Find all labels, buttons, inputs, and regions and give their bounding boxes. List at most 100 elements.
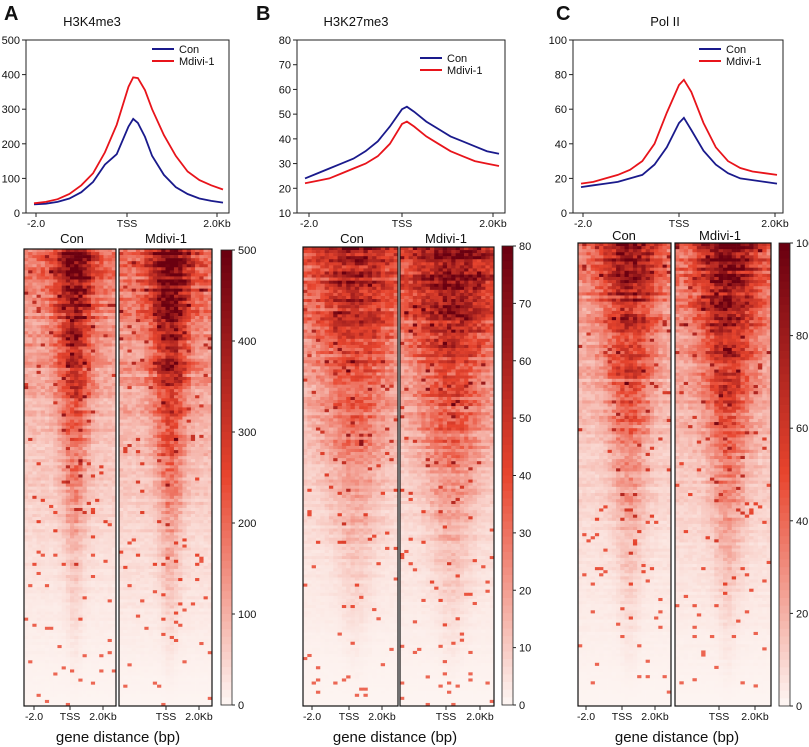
heat-cell: [32, 669, 37, 673]
heat-cell: [207, 413, 213, 417]
heat-cell: [28, 437, 33, 442]
heat-cell: [78, 553, 83, 558]
heat-cell: [207, 258, 213, 262]
heat-cell: [40, 264, 46, 268]
heat-cell: [36, 681, 42, 685]
heat-cell: [99, 642, 104, 646]
heat-cell: [82, 590, 88, 594]
heat-cell: [152, 373, 158, 378]
heat-cell: [111, 663, 117, 667]
heat-cell: [65, 465, 71, 469]
heat-cell: [36, 675, 42, 679]
heat-cell: [44, 267, 50, 271]
heat-cell: [186, 249, 192, 253]
heat-cell: [36, 395, 42, 399]
heat-cell: [148, 416, 154, 420]
heat-cell: [57, 419, 62, 423]
heat-cell: [127, 401, 132, 405]
heat-cell: [44, 355, 50, 359]
heat-cell: [74, 699, 79, 704]
heat-cell: [90, 571, 96, 576]
heat-cell: [70, 252, 75, 256]
heat-cell: [199, 285, 204, 289]
heat-cell: [144, 428, 149, 433]
heat-cell: [86, 514, 92, 518]
heat-cell: [190, 346, 196, 350]
heat-cell: [173, 434, 179, 439]
heat-cell: [28, 596, 33, 600]
heat-cell: [103, 501, 108, 506]
heat-cell: [36, 486, 42, 490]
heat-cell: [57, 511, 62, 515]
heat-cell: [199, 306, 204, 311]
heat-cell: [44, 547, 50, 551]
heat-cell: [131, 383, 137, 387]
heat-cell: [111, 587, 117, 591]
heat-cell: [161, 331, 166, 335]
heat-cell: [95, 669, 100, 673]
heat-cell: [173, 270, 179, 274]
heat-cell: [103, 590, 108, 594]
heat-cell: [28, 343, 33, 347]
heat-cell: [86, 282, 92, 286]
heat-cell: [28, 349, 33, 353]
heat-cell: [90, 468, 96, 472]
heat-cell: [74, 523, 79, 527]
heat-cell: [24, 684, 29, 689]
heat-cell: [182, 474, 187, 478]
heat-cell: [86, 635, 92, 640]
heat-cell: [49, 395, 54, 399]
heat-cell: [40, 672, 46, 676]
heat-cell: [119, 316, 124, 320]
heat-cell: [123, 316, 128, 320]
heat-cell: [99, 511, 104, 515]
heat-cell: [90, 428, 96, 433]
heat-cell: [103, 635, 108, 640]
heat-cell: [86, 328, 92, 332]
heat-cell: [70, 425, 75, 430]
heat-cell: [111, 273, 117, 277]
heat-cell: [140, 437, 145, 442]
heat-cell: [40, 574, 46, 579]
heat-cell: [82, 334, 88, 338]
heat-cell: [165, 370, 171, 375]
heat-cell: [152, 450, 158, 454]
heat-cell: [165, 309, 171, 314]
heat-cell: [65, 316, 71, 320]
heat-cell: [195, 389, 200, 393]
heat-cell: [78, 605, 83, 609]
heat-cell: [61, 386, 67, 390]
heat-cell: [182, 401, 187, 405]
heat-cell: [182, 255, 187, 259]
heat-cell: [61, 255, 67, 259]
heat-cell: [24, 645, 29, 649]
heat-cell: [74, 267, 79, 271]
heat-cell: [131, 328, 137, 332]
heat-cell: [65, 556, 71, 561]
heat-cell: [140, 373, 145, 378]
heat-cell: [119, 395, 124, 399]
heat-cell: [203, 437, 209, 442]
heat-cell: [65, 632, 71, 637]
heat-cell: [61, 581, 67, 585]
heat-cell: [119, 413, 124, 417]
heat-cell: [152, 349, 158, 353]
heat-cell: [90, 678, 96, 682]
heat-cell: [95, 267, 100, 271]
heat-cell: [74, 252, 79, 256]
heat-cell: [32, 547, 37, 551]
heat-cell: [119, 309, 124, 314]
heat-cell: [165, 328, 171, 332]
heat-cell: [82, 507, 88, 512]
heat-cell: [173, 322, 179, 326]
heat-cell: [44, 550, 50, 554]
heat-cell: [82, 535, 88, 539]
heat-cell: [103, 529, 108, 533]
heat-cell: [28, 529, 33, 533]
heat-cell: [74, 526, 79, 530]
heat-cell: [32, 386, 37, 390]
heat-cell: [140, 303, 145, 308]
heat-cell: [86, 380, 92, 384]
heat-cell: [182, 270, 187, 274]
heat-cell: [135, 434, 141, 439]
